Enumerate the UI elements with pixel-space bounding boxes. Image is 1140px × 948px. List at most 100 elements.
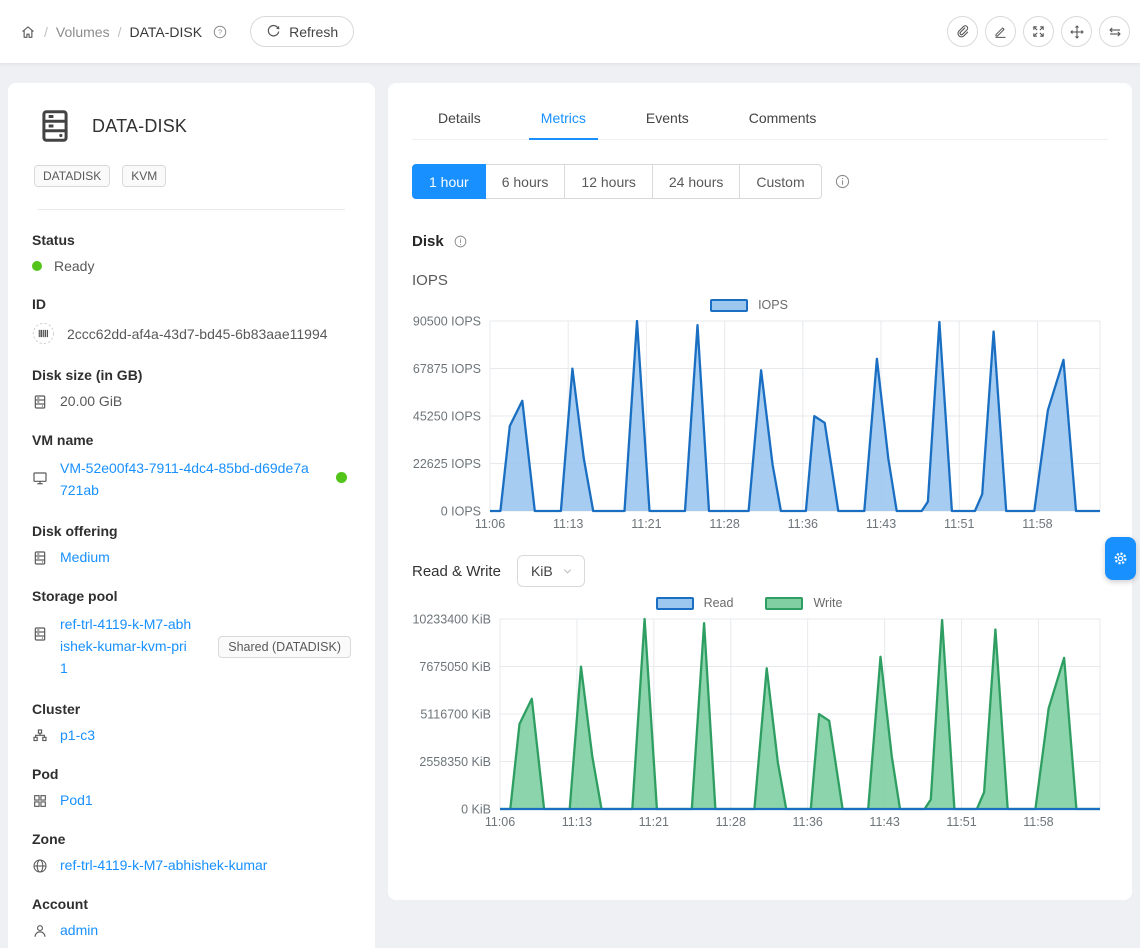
status-dot xyxy=(32,261,42,271)
field-pod: Pod Pod1 xyxy=(32,766,351,809)
x-axis-tick-label: 11:36 xyxy=(788,517,818,531)
field-id: ID 2ccc62dd-af4a-43d7-bd45-6b83aae11994 xyxy=(32,296,351,345)
question-circle-icon[interactable]: ? xyxy=(212,24,228,40)
series-line-write xyxy=(500,617,1100,811)
cluster-icon xyxy=(32,728,48,744)
theme-settings-button[interactable] xyxy=(1105,537,1136,580)
legend-swatch-iops[interactable] xyxy=(710,298,749,312)
tag-kvm: KVM xyxy=(122,165,167,187)
edit-pencil-icon xyxy=(993,24,1008,39)
resource-header: DATA-DISK xyxy=(32,107,351,145)
move-volume-button[interactable] xyxy=(1061,16,1092,47)
tab-comments[interactable]: Comments xyxy=(748,110,817,126)
range-1-hour[interactable]: 1 hour xyxy=(412,164,486,199)
y-axis-tick-label: 5116700 KiB xyxy=(420,708,491,722)
top-header: / Volumes / DATA-DISK ? Refresh xyxy=(0,0,1140,63)
expand-arrows-icon xyxy=(1031,24,1046,39)
field-status: Status Ready xyxy=(32,232,351,274)
field-cluster: Cluster p1-c3 xyxy=(32,701,351,744)
read-write-chart-legend: Read Write xyxy=(412,595,1108,611)
range-24-hours[interactable]: 24 hours xyxy=(651,164,741,199)
appstore-icon xyxy=(32,793,48,809)
x-axis-tick-label: 11:21 xyxy=(631,517,661,531)
series-area-write xyxy=(500,619,1100,809)
field-storage-pool: Storage pool ref-trl-4119-k-M7-abhishek-… xyxy=(32,588,351,679)
hdd-icon xyxy=(32,394,48,410)
attach-volume-button[interactable] xyxy=(947,16,978,47)
range-6-hours[interactable]: 6 hours xyxy=(484,164,566,199)
field-disk-offering: Disk offering Medium xyxy=(32,523,351,566)
legend-label-read: Read xyxy=(703,596,734,610)
x-axis-tick-label: 11:51 xyxy=(944,517,974,531)
range-12-hours[interactable]: 12 hours xyxy=(564,164,653,199)
range-custom[interactable]: Custom xyxy=(739,164,822,199)
x-axis-tick-label: 11:13 xyxy=(562,815,592,829)
x-axis-tick-label: 11:58 xyxy=(1022,517,1052,531)
x-axis-tick-label: 11:51 xyxy=(946,815,976,829)
iops-chart: 0 IOPS 22625 IOPS 45250 IOPS 67875 IOPS 9050… xyxy=(413,315,1101,531)
breadcrumb-volumes[interactable]: Volumes xyxy=(55,23,110,40)
edit-volume-button[interactable] xyxy=(985,16,1016,47)
legend-swatch-write[interactable] xyxy=(765,596,804,610)
hdd-icon xyxy=(32,550,48,566)
zone-label: Zone xyxy=(32,831,66,848)
breadcrumb: / Volumes / DATA-DISK ? Refresh xyxy=(18,16,355,47)
info-circle-icon[interactable] xyxy=(834,173,851,190)
x-axis-tick-label: 11:36 xyxy=(793,815,823,829)
unit-select[interactable]: KiB xyxy=(516,555,585,587)
field-vm-name: VM name VM-52e00f43-7911-4dc4-85bd-d69de… xyxy=(32,432,351,501)
move-arrows-icon xyxy=(1069,24,1085,40)
breadcrumb-separator: / xyxy=(44,23,48,40)
disk-offering-label: Disk offering xyxy=(32,523,118,540)
unit-select-value: KiB xyxy=(530,563,553,579)
vm-name-link[interactable]: VM-52e00f43-7911-4dc4-85bd-d69de7a721ab xyxy=(60,460,309,498)
resize-volume-button[interactable] xyxy=(1023,16,1054,47)
account-link[interactable]: admin xyxy=(60,922,99,939)
y-axis-tick-label: 0 KiB xyxy=(461,803,491,817)
y-axis-tick-label: 22625 IOPS xyxy=(413,457,481,471)
tab-events[interactable]: Events xyxy=(645,110,689,126)
zone-link[interactable]: ref-trl-4119-k-M7-abhishek-kumar xyxy=(60,857,268,874)
svg-text:?: ? xyxy=(218,27,222,36)
home-icon[interactable] xyxy=(20,24,36,40)
cluster-link[interactable]: p1-c3 xyxy=(60,727,96,744)
field-zone: Zone ref-trl-4119-k-M7-abhishek-kumar xyxy=(32,831,351,874)
refresh-label: Refresh xyxy=(289,23,339,40)
account-label: Account xyxy=(32,896,88,913)
legend-swatch-read[interactable] xyxy=(655,596,694,610)
question-circle-icon[interactable]: i xyxy=(453,234,468,249)
chevron-down-icon xyxy=(562,566,573,577)
pod-link[interactable]: Pod1 xyxy=(60,792,93,809)
tab-metrics[interactable]: Metrics xyxy=(528,99,599,140)
y-axis-tick-label: 0 IOPS xyxy=(441,505,481,519)
id-label: ID xyxy=(32,296,46,312)
legend-label-write: Write xyxy=(813,596,843,610)
barcode-icon xyxy=(32,322,55,345)
storage-pool-label: Storage pool xyxy=(32,588,118,605)
disk-size-label: Disk size (in GB) xyxy=(32,367,143,383)
breadcrumb-separator: / xyxy=(117,23,122,40)
vm-name-label: VM name xyxy=(32,432,94,448)
disk-size-value: 20.00 GiB xyxy=(60,393,123,409)
x-axis-tick-label: 11:28 xyxy=(709,517,739,531)
desktop-icon xyxy=(32,470,48,486)
series-area-iops xyxy=(490,321,1100,511)
refresh-button[interactable]: Refresh xyxy=(250,16,355,47)
iops-chart-legend: IOPS xyxy=(412,297,1108,313)
resource-tags: DATADISK KVM xyxy=(32,165,351,187)
migrate-volume-button[interactable] xyxy=(1099,16,1130,47)
x-axis-tick-label: 11:43 xyxy=(866,517,896,531)
tab-details[interactable]: Details xyxy=(438,110,481,126)
x-axis-tick-label: 11:58 xyxy=(1023,815,1053,829)
vm-running-dot xyxy=(336,472,347,483)
user-icon xyxy=(32,923,48,939)
hdd-icon xyxy=(36,107,74,145)
globe-icon xyxy=(32,858,48,874)
swap-arrows-icon xyxy=(1107,24,1123,40)
tab-bar: Details Metrics Events Comments xyxy=(412,99,1108,140)
disk-offering-link[interactable]: Medium xyxy=(60,549,110,566)
divider xyxy=(38,209,345,210)
read-write-chart: 0 KiB 2558350 KiB 5116700 KiB 7675050 KiB 10… xyxy=(412,613,1101,829)
storage-pool-link[interactable]: ref-trl-4119-k-M7-abhishek-kumar-kvm-pri… xyxy=(60,616,192,676)
y-axis-tick-label: 67875 IOPS xyxy=(413,362,481,376)
